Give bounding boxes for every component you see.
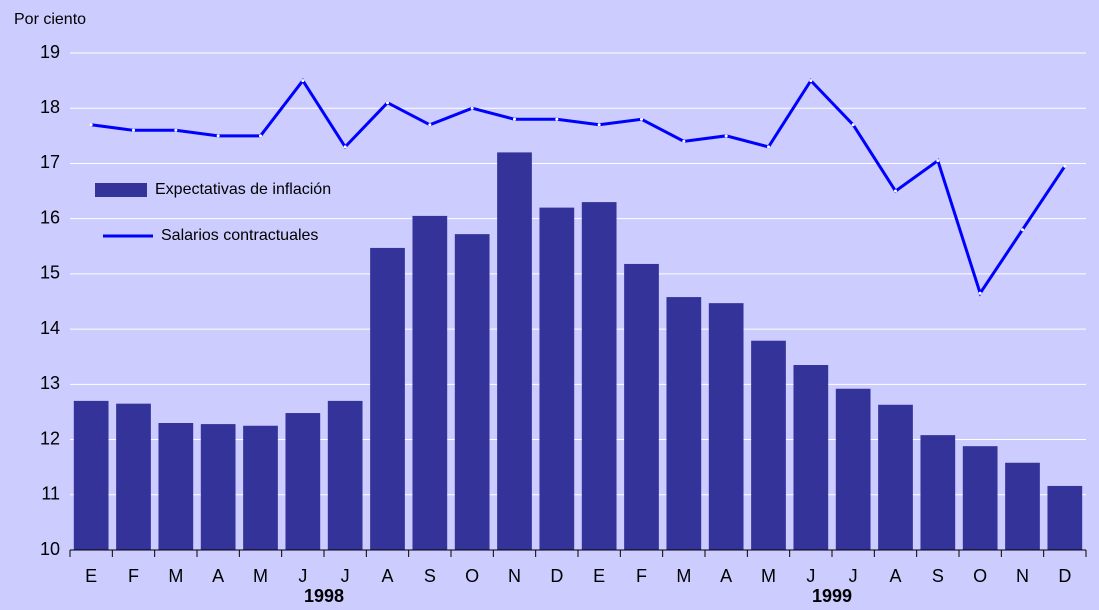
line-marker xyxy=(132,128,135,132)
x-tick-label: A xyxy=(889,566,901,586)
x-tick-label: M xyxy=(253,566,268,586)
line-marker xyxy=(978,291,982,295)
y-tick-label: 13 xyxy=(40,373,60,393)
line-marker xyxy=(174,128,178,132)
bar xyxy=(116,403,151,550)
x-tick-label: A xyxy=(212,566,224,586)
x-tick-label: S xyxy=(424,566,436,586)
x-tick-label: S xyxy=(932,566,944,586)
y-tick-label: 11 xyxy=(41,484,60,504)
line-marker xyxy=(809,79,813,83)
x-tick-label: J xyxy=(341,566,350,586)
x-tick-label: D xyxy=(550,566,563,586)
legend-swatch xyxy=(95,183,147,197)
bar xyxy=(624,263,659,550)
x-tick-label: E xyxy=(593,566,605,586)
line-marker xyxy=(89,123,93,127)
y-tick-label: 19 xyxy=(40,42,60,62)
bar xyxy=(243,425,278,550)
y-axis-label: Por ciento xyxy=(14,11,86,28)
line-marker xyxy=(343,145,347,149)
line-marker xyxy=(851,123,855,127)
line xyxy=(90,77,1067,297)
bar xyxy=(285,413,321,550)
bar xyxy=(751,340,786,550)
line-marker xyxy=(597,123,601,127)
line-marker xyxy=(470,106,474,110)
legend-label: Salarios contractuales xyxy=(161,227,318,244)
bar xyxy=(327,400,363,550)
x-tick-label: N xyxy=(1016,566,1029,586)
x-tick-label: M xyxy=(168,566,183,586)
bar xyxy=(920,435,956,550)
legend-label: Expectativas de inflación xyxy=(155,181,331,198)
line-marker xyxy=(936,159,940,163)
line-marker xyxy=(428,123,432,127)
bar xyxy=(412,215,448,550)
x-tick-label: J xyxy=(849,566,858,586)
x-tick-label: O xyxy=(973,566,987,586)
bar xyxy=(1047,485,1083,550)
bar xyxy=(878,404,913,550)
y-tick-label: 10 xyxy=(40,539,60,559)
bar xyxy=(581,202,617,550)
bar xyxy=(962,446,998,550)
x-tick-label: J xyxy=(806,566,815,586)
line-marker xyxy=(301,79,305,83)
line-marker xyxy=(640,117,643,121)
bar xyxy=(793,365,829,550)
y-tick-label: 16 xyxy=(40,207,60,227)
y-tick-label: 12 xyxy=(40,428,60,448)
line-marker xyxy=(894,189,897,193)
y-tick-label: 15 xyxy=(40,263,60,283)
year-label: 1999 xyxy=(812,586,852,606)
x-tick-label: D xyxy=(1058,566,1071,586)
bar xyxy=(370,247,405,550)
x-tick-label: A xyxy=(381,566,393,586)
x-tick-label: O xyxy=(465,566,479,586)
y-tick-label: 17 xyxy=(40,152,60,172)
x-tick-label: F xyxy=(636,566,647,586)
x-tick-label: F xyxy=(128,566,139,586)
bar xyxy=(539,207,575,550)
bar xyxy=(835,388,871,550)
bar xyxy=(666,297,702,550)
x-tick-label: M xyxy=(676,566,691,586)
x-tick-label: A xyxy=(720,566,732,586)
year-label: 1998 xyxy=(304,586,344,606)
line-marker xyxy=(1063,164,1067,168)
y-tick-label: 18 xyxy=(40,97,60,117)
line-marker xyxy=(513,117,516,121)
line-marker xyxy=(259,134,262,138)
line-marker xyxy=(767,145,770,149)
line-marker xyxy=(216,134,220,138)
line-marker xyxy=(1021,228,1024,232)
bar xyxy=(200,424,236,550)
bar xyxy=(708,303,744,550)
bar xyxy=(73,400,109,550)
bar xyxy=(497,152,532,550)
x-tick-label: M xyxy=(761,566,776,586)
line-marker xyxy=(386,101,389,105)
line-marker xyxy=(555,117,559,121)
bar xyxy=(454,234,490,550)
x-tick-label: N xyxy=(508,566,521,586)
x-tick-label: E xyxy=(85,566,97,586)
bar xyxy=(1005,462,1040,550)
y-tick-label: 14 xyxy=(40,318,60,338)
line-marker xyxy=(724,134,728,138)
line-marker xyxy=(682,139,686,143)
x-tick-label: J xyxy=(298,566,307,586)
bar xyxy=(158,422,194,550)
